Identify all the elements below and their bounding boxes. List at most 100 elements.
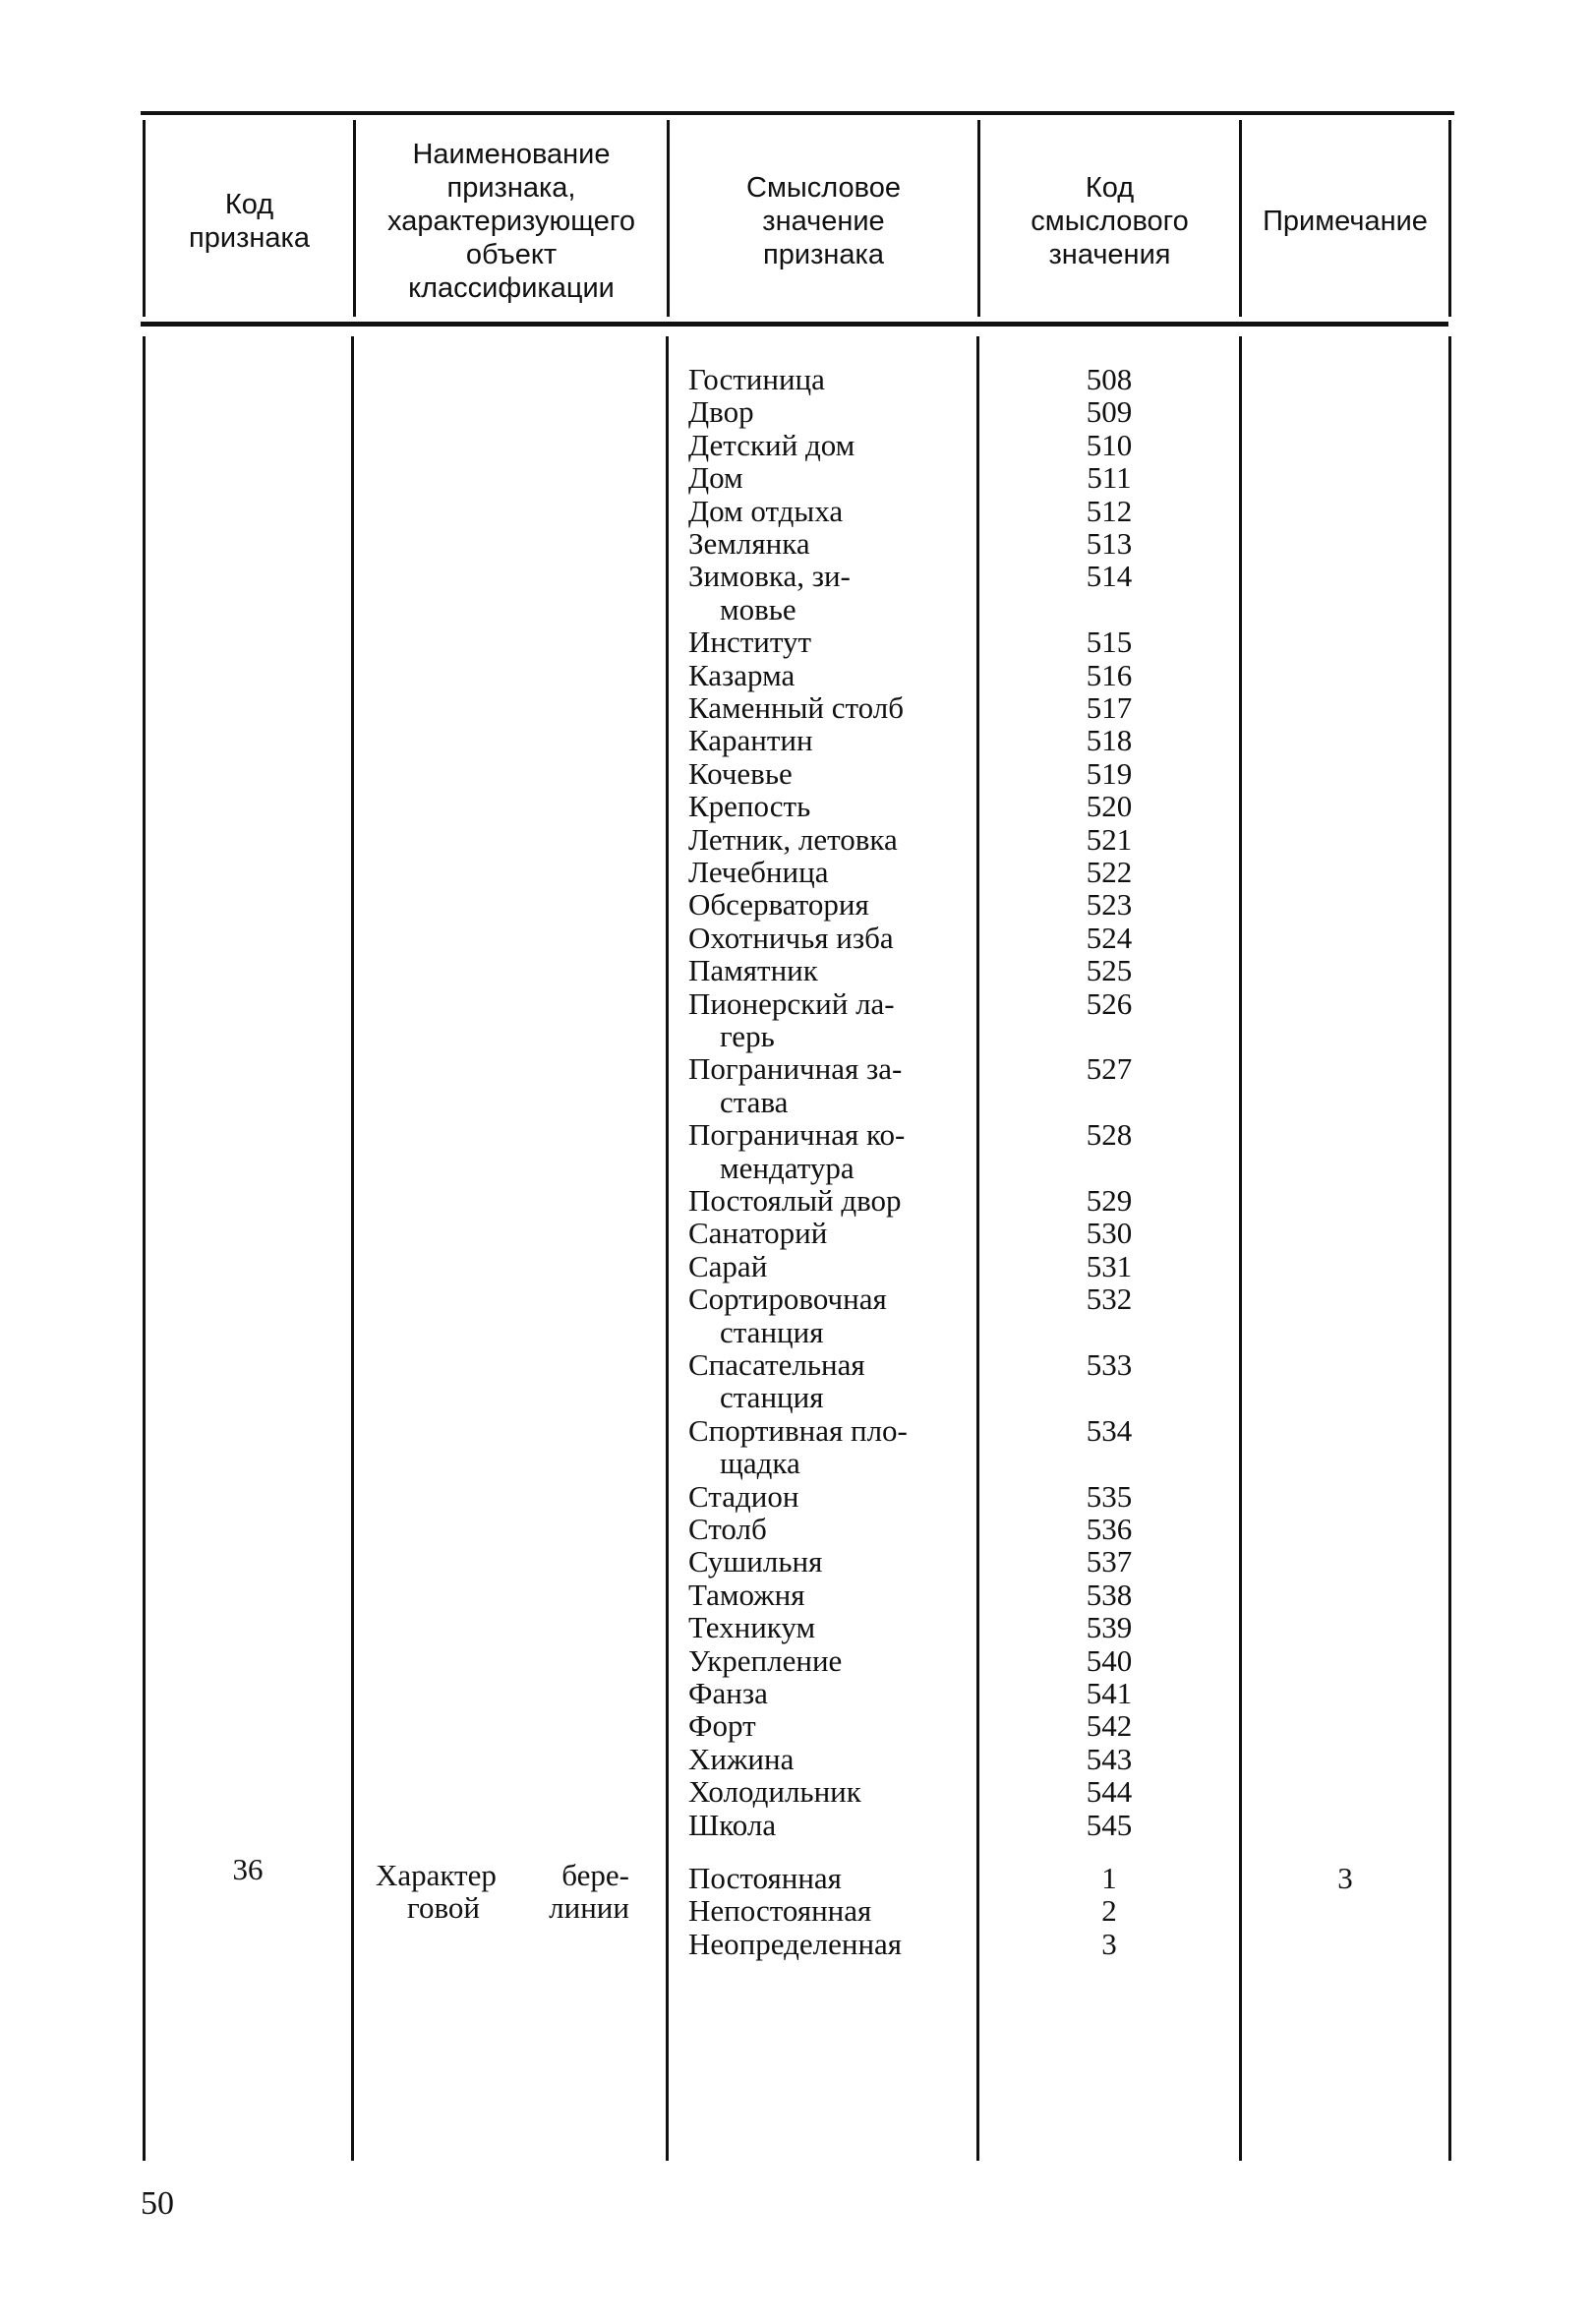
semantic-value-line: Охотничья изба (688, 920, 894, 955)
semantic-value: Школа (688, 1807, 777, 1842)
semantic-value: Неопределенная (688, 1926, 903, 1961)
semantic-value-line: Школа (688, 1807, 777, 1842)
semantic-value: Каменный столб (688, 690, 904, 725)
value-code: 520 (1086, 789, 1133, 824)
semantic-value: Кочевье (688, 755, 793, 791)
semantic-value-line: Стадион (688, 1478, 799, 1514)
value-code: 516 (1086, 657, 1133, 692)
value-code: 521 (1086, 821, 1133, 857)
semantic-value: Непостоянная (688, 1894, 871, 1928)
semantic-value-line: герь (720, 1019, 775, 1053)
header-bottom-rule (141, 322, 1448, 327)
semantic-value-line: Каменный столб (688, 690, 904, 725)
semantic-value-line: Кочевье (688, 755, 793, 791)
semantic-value: Укрепление (688, 1642, 843, 1678)
semantic-value: Техникум (688, 1610, 816, 1645)
semantic-value-line: станция (720, 1380, 824, 1415)
semantic-value: Обсерватория (688, 887, 869, 923)
value-code: 526 (1086, 985, 1133, 1021)
semantic-value-line: Таможня (688, 1577, 805, 1612)
semantic-value: Таможня (688, 1577, 805, 1612)
semantic-value: Санаторий (688, 1216, 828, 1251)
semantic-value-line: Фанза (688, 1676, 768, 1710)
semantic-value: Летник, летовка (688, 822, 898, 856)
semantic-value-line: Пограничная за- (688, 1051, 903, 1087)
header-text: признака (763, 239, 884, 270)
value-code: 1 (1101, 1861, 1117, 1895)
semantic-value-line: Обсерватория (688, 887, 869, 923)
body-divider (1448, 336, 1451, 2161)
semantic-value: Карантин (688, 723, 813, 758)
value-code: 531 (1086, 1248, 1133, 1283)
value-code: 543 (1086, 1741, 1133, 1776)
semantic-value: Сортировочная станция (688, 1282, 887, 1348)
semantic-value: Пограничная ко-мендатура (688, 1118, 905, 1184)
semantic-value-line: Казарма (688, 657, 796, 692)
semantic-value-line: Лечебница (688, 855, 829, 889)
value-code: 541 (1086, 1676, 1133, 1710)
semantic-value-line: Спасательная (688, 1347, 865, 1382)
header-text: признака, (446, 172, 576, 204)
value-code: 534 (1086, 1412, 1133, 1448)
semantic-value-line: Дом (688, 460, 743, 496)
header-semantic-value: Смысловое значение признака (670, 123, 977, 320)
header-divider (667, 120, 670, 317)
semantic-value: Спортивная пло-щадка (688, 1412, 908, 1480)
semantic-value-line: Карантин (688, 723, 813, 758)
value-code: 527 (1086, 1051, 1133, 1087)
value-code: 517 (1086, 690, 1133, 725)
header-text: характеризующего (387, 206, 635, 237)
page-number: 50 (141, 2185, 174, 2222)
header-divider (977, 120, 980, 317)
value-code: 542 (1086, 1708, 1133, 1744)
value-code: 535 (1086, 1478, 1133, 1514)
header-text: Примечание (1263, 206, 1428, 237)
semantic-value: Зимовка, зи-мовье (688, 560, 851, 626)
semantic-value-line: Неопределенная (688, 1926, 903, 1961)
semantic-value-line: Сортировочная (688, 1281, 887, 1317)
semantic-value-line: Дом отдыха (688, 493, 844, 528)
semantic-value: Памятник (688, 953, 818, 988)
body-divider (143, 336, 146, 2161)
semantic-value-line: Пионерский ла- (688, 985, 895, 1021)
feature-name-line: Характер бере- (376, 1858, 629, 1892)
value-code: 532 (1086, 1281, 1133, 1317)
semantic-value-line: Укрепление (688, 1642, 843, 1678)
header-divider (353, 120, 356, 317)
semantic-value-line: Техникум (688, 1610, 816, 1645)
semantic-value: Детский дом (688, 427, 855, 462)
semantic-value-line: Памятник (688, 953, 818, 988)
semantic-value: Охотничья изба (688, 920, 894, 955)
semantic-value: Сарай (688, 1249, 767, 1282)
semantic-value: Лечебница (688, 855, 829, 889)
semantic-value: Стадион (688, 1478, 799, 1514)
value-code: 514 (1086, 559, 1133, 594)
semantic-value-line: Спортивная пло- (688, 1412, 908, 1448)
header-divider (143, 120, 146, 317)
semantic-value-line: мовье (720, 591, 796, 626)
semantic-value: Дом отдыха (688, 493, 844, 528)
semantic-value: Дом (688, 460, 743, 496)
header-text: Наименование (412, 139, 611, 170)
semantic-value-line: Детский дом (688, 427, 855, 462)
feature-name: Характер бере- говой линии (376, 1859, 629, 1925)
value-code: 522 (1086, 855, 1133, 889)
semantic-value: Фанза (688, 1676, 768, 1710)
value-code: 512 (1086, 493, 1133, 528)
semantic-value-line: Зимовка, зи- (688, 559, 851, 594)
semantic-value-line: Холодильник (688, 1774, 861, 1810)
value-code: 539 (1086, 1610, 1133, 1645)
value-code: 544 (1086, 1774, 1133, 1810)
header-text: значения (1048, 239, 1171, 270)
value-code: 540 (1086, 1642, 1133, 1678)
semantic-value: Пионерский ла-герь (688, 985, 895, 1053)
semantic-value: Крепость (688, 790, 810, 823)
value-code: 523 (1086, 887, 1133, 923)
semantic-value-line: Санаторий (688, 1216, 828, 1251)
semantic-value: Пограничная за-става (688, 1052, 902, 1118)
semantic-value-line: Постоялый двор (688, 1183, 902, 1218)
value-code: 511 (1087, 460, 1132, 496)
semantic-value: Гостиница (688, 363, 825, 396)
semantic-value: Хижина (688, 1742, 794, 1775)
semantic-value: Столб (688, 1513, 767, 1546)
